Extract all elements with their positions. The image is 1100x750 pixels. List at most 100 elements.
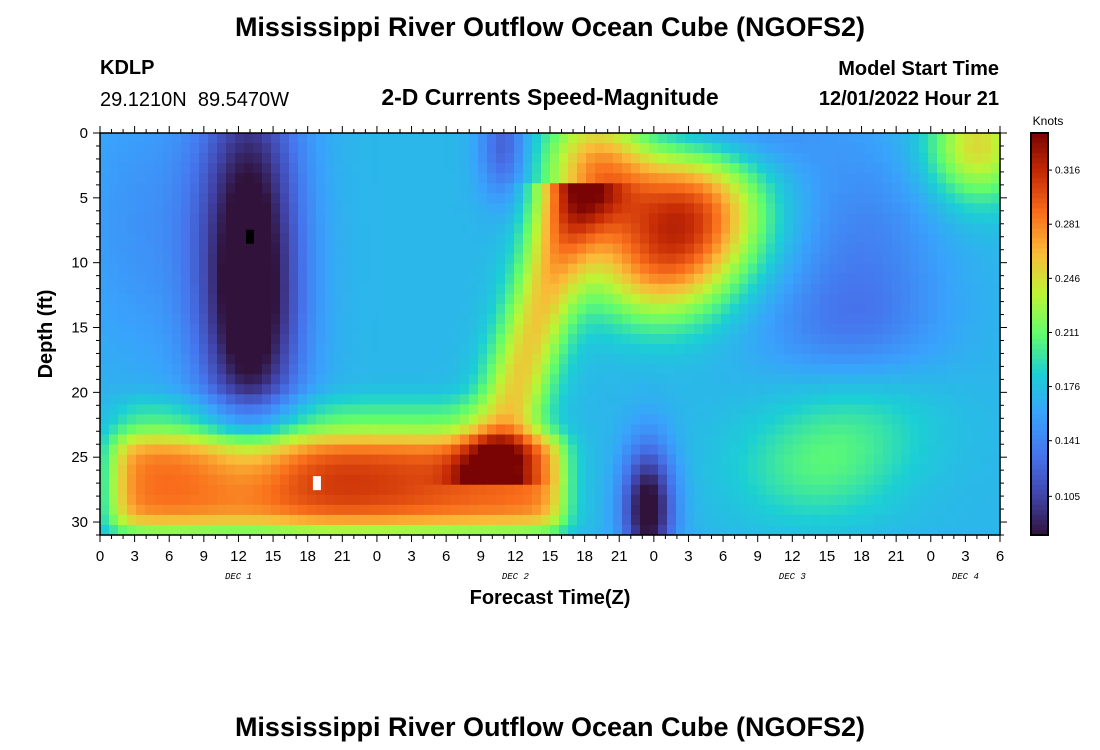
heatmap-cell [820,394,830,405]
heatmap-cell [352,404,362,415]
heatmap-cell [217,344,227,355]
heatmap-cell [973,354,983,365]
heatmap-cell [271,193,281,204]
heatmap-cell [730,374,740,385]
heatmap-cell [460,504,470,516]
heatmap-cell [739,434,749,446]
heatmap-cell [829,354,839,365]
heatmap-cell [388,504,398,516]
heatmap-cell [289,183,299,194]
heatmap-cell [829,323,839,335]
colorbar-swatch [1031,138,1048,144]
heatmap-cell [631,253,641,265]
heatmap-cell [532,323,542,335]
heatmap-cell [955,454,965,466]
heatmap-cell [676,163,686,174]
heatmap-cell [865,494,875,506]
heatmap-cell [649,454,659,466]
heatmap-cell [703,404,713,415]
heatmap-cell [208,364,218,375]
heatmap-cell [883,404,893,415]
heatmap-cell [379,283,389,295]
heatmap-cell [658,323,668,335]
heatmap-cell [217,273,227,285]
heatmap-cell [703,334,713,345]
heatmap-cell [622,233,632,245]
heatmap-cell [298,323,308,335]
heatmap-cell [478,163,488,174]
heatmap-cell [559,344,569,355]
heatmap-cell [199,273,209,285]
heatmap-cell [928,133,938,144]
heatmap-cell [109,173,119,184]
heatmap-cell [154,223,164,235]
heatmap-cell [712,143,722,154]
heatmap-cell [352,163,362,174]
heatmap-cell [325,384,335,395]
heatmap-cell [892,293,902,305]
heatmap-cell [631,213,641,225]
heatmap-cell [118,434,128,446]
heatmap-cell [892,133,902,144]
heatmap-cell [811,344,821,355]
heatmap-cell [829,514,839,526]
heatmap-cell [622,334,632,345]
heatmap-cell [217,334,227,345]
heatmap-cell [577,203,587,214]
heatmap-cell [919,394,929,405]
heatmap-cell [352,153,362,164]
heatmap-cell [559,374,569,385]
heatmap-cell [775,494,785,506]
heatmap-cell [100,243,110,255]
heatmap-cell [901,293,911,305]
heatmap-cell [847,263,857,275]
heatmap-cell [433,354,443,365]
heatmap-cell [199,484,209,496]
heatmap-cell [694,344,704,355]
heatmap-cell [136,464,146,476]
heatmap-cell [370,514,380,526]
heatmap-cell [451,273,461,285]
heatmap-cell [982,243,992,255]
heatmap-cell [613,384,623,395]
heatmap-cell [586,464,596,476]
heatmap-cell [271,424,281,436]
heatmap-cell [514,474,524,486]
heatmap-cell [496,283,506,295]
heatmap-cell [154,163,164,174]
heatmap-cell [406,303,416,315]
heatmap-cell [784,193,794,204]
heatmap-cell [649,464,659,476]
heatmap-cell [622,273,632,285]
heatmap-cell [973,454,983,466]
heatmap-cell [145,504,155,516]
heatmap-cell [739,163,749,174]
colorbar-swatch [1031,374,1048,380]
heatmap-cell [847,243,857,255]
heatmap-cell [865,243,875,255]
heatmap-cell [550,303,560,315]
heatmap-cell [406,404,416,415]
heatmap-cell [883,434,893,446]
heatmap-cell [586,203,596,214]
heatmap-cell [190,153,200,164]
heatmap-cell [478,243,488,255]
heatmap-cell [874,163,884,174]
heatmap-cell [325,454,335,466]
heatmap-cell [361,313,371,325]
heatmap-cell [145,233,155,245]
heatmap-cell [235,323,245,335]
heatmap-cell [388,484,398,496]
heatmap-cell [559,424,569,436]
heatmap-cell [226,404,236,415]
heatmap-cell [955,223,965,235]
heatmap-cell [730,273,740,285]
heatmap-cell [865,474,875,486]
heatmap-cell [991,233,1001,245]
heatmap-cell [262,334,272,345]
heatmap-cell [253,203,263,214]
heatmap-cell [820,334,830,345]
heatmap-cell [307,354,317,365]
heatmap-cell [991,494,1001,506]
heatmap-cell [397,183,407,194]
